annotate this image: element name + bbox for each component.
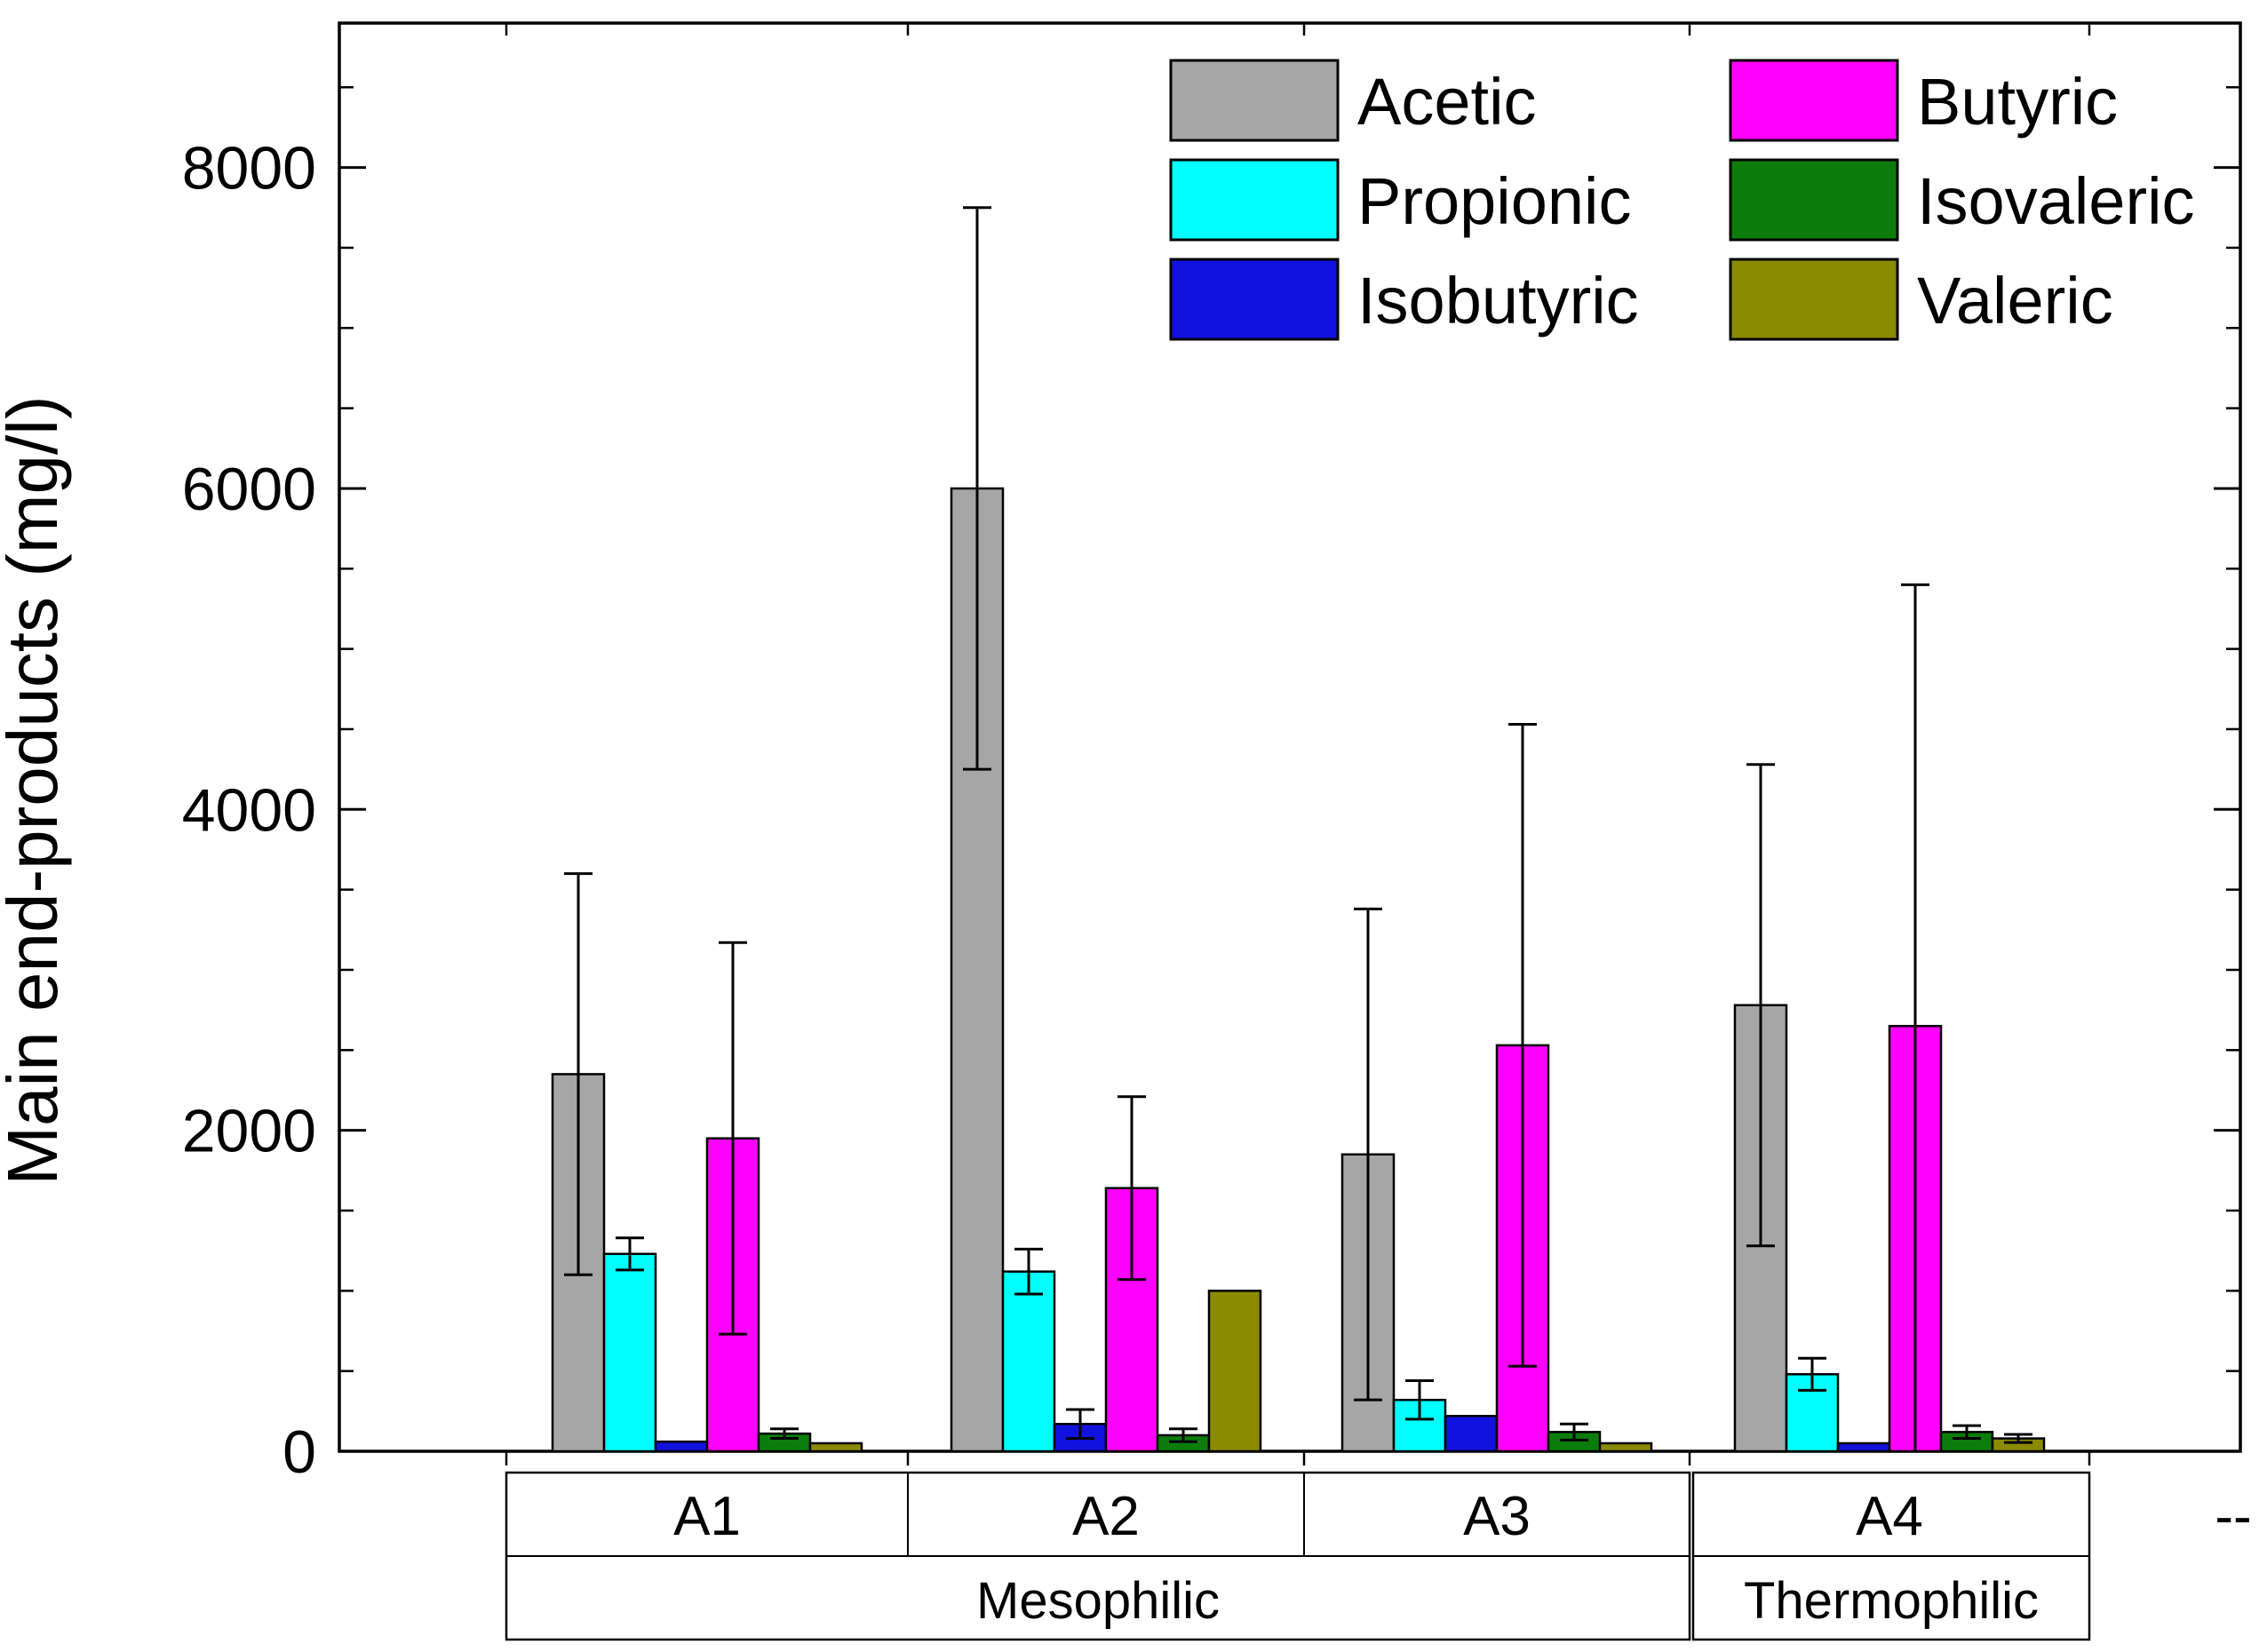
y-tick-label: 2000 bbox=[182, 1098, 316, 1165]
category-label-a1: A1 bbox=[673, 1486, 741, 1547]
group-label-mesophilic: Mesophilic bbox=[976, 1572, 1220, 1630]
y-tick-label: 0 bbox=[282, 1418, 316, 1486]
legend-swatch-isobutyric bbox=[1169, 258, 1340, 341]
bar-isobutyric-a3 bbox=[1444, 1415, 1499, 1453]
y-tick-label: 8000 bbox=[182, 135, 316, 203]
bar-propionic-a2 bbox=[1001, 1270, 1056, 1453]
legend-swatch-propionic bbox=[1169, 158, 1340, 242]
legend-swatch-acetic bbox=[1169, 59, 1340, 142]
legend-label-isobutyric: Isobutyric bbox=[1357, 264, 1639, 338]
legend-label-valeric: Valeric bbox=[1917, 264, 2113, 338]
group-label-thermophilic: Thermophilic bbox=[1744, 1572, 2039, 1630]
category-label-a3: A3 bbox=[1463, 1486, 1531, 1547]
bar-isobutyric-a1 bbox=[654, 1440, 709, 1453]
bar-valeric-a3 bbox=[1598, 1442, 1653, 1453]
y-tick-label: 6000 bbox=[182, 456, 316, 523]
y-tick-label: 4000 bbox=[182, 776, 316, 844]
bar-isobutyric-a4 bbox=[1836, 1442, 1891, 1453]
bar-valeric-a1 bbox=[808, 1442, 863, 1453]
legend-swatch-valeric bbox=[1729, 258, 1899, 341]
legend-label-acetic: Acetic bbox=[1357, 65, 1537, 139]
legend-swatch-isovaleric bbox=[1729, 158, 1899, 242]
bar-valeric-a2 bbox=[1207, 1290, 1262, 1453]
category-label-a2: A2 bbox=[1072, 1486, 1140, 1547]
legend-label-isovaleric: Isovaleric bbox=[1917, 164, 2195, 238]
bar-propionic-a1 bbox=[602, 1252, 657, 1453]
y-axis-title: Main end-products (mg/l) bbox=[0, 395, 72, 1185]
legend-label-propionic: Propionic bbox=[1357, 164, 1632, 238]
legend-swatch-butyric bbox=[1729, 59, 1899, 142]
x-axis-overflow-label: -- bbox=[2215, 1486, 2251, 1547]
category-label-a4: A4 bbox=[1856, 1486, 1923, 1547]
legend-label-butyric: Butyric bbox=[1917, 65, 2118, 139]
